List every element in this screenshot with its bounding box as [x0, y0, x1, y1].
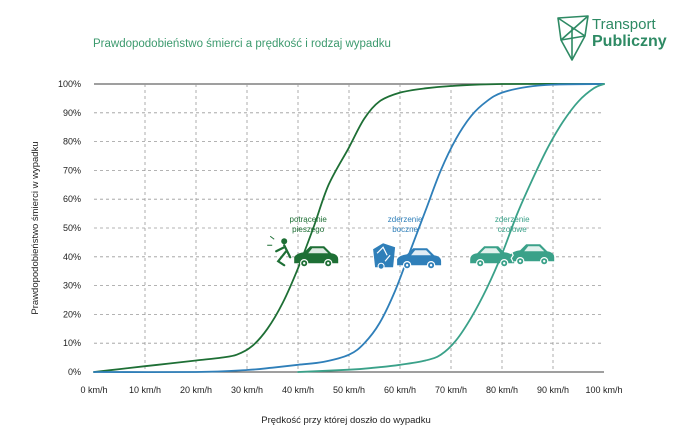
y-axis-label: Prawdopodobieństwo śmierci w wypadku [30, 141, 41, 314]
y-tick-label: 50% [63, 223, 81, 233]
series-layer [93, 82, 605, 374]
y-tick-label: 0% [68, 367, 81, 377]
logo-text-transport: Transport [592, 16, 656, 33]
series-line-zderzenie-czołowe [297, 83, 605, 373]
x-tick-label: 40 km/h [282, 385, 314, 395]
car-hitting-pedestrian-icon [267, 235, 339, 268]
y-tick-label: 30% [63, 281, 81, 291]
x-tick-label: 60 km/h [384, 385, 416, 395]
annotation-label: zderzenie [388, 215, 423, 224]
side-collision-icon [373, 243, 442, 270]
chart-title: Prawdopodobieństwo śmierci a prędkość i … [93, 38, 391, 50]
transport-publiczny-logo: Transport Publiczny [555, 12, 670, 64]
annotation-label: pieszego [292, 225, 325, 234]
series-line-potrącenie-pieszego [93, 82, 605, 373]
x-tick-label: 70 km/h [435, 385, 467, 395]
head-on-collision-icon [470, 244, 555, 268]
x-tick-label: 20 km/h [180, 385, 212, 395]
logo-text-publiczny: Publiczny [592, 33, 667, 50]
x-tick-label: 0 km/h [80, 385, 107, 395]
x-tick-label: 10 km/h [129, 385, 161, 395]
annotation-label: boczne [392, 225, 418, 234]
polygon-network-icon [557, 15, 589, 61]
series-line-zderzenie-boczne [93, 83, 605, 374]
annotation-label: zderzenie [495, 215, 530, 224]
y-tick-label: 90% [63, 108, 81, 118]
x-tick-label: 90 km/h [537, 385, 569, 395]
x-tick-label: 100 km/h [585, 385, 622, 395]
annotation-label: czołowe [498, 225, 527, 234]
x-tick-label: 50 km/h [333, 385, 365, 395]
y-tick-label: 60% [63, 194, 81, 204]
axis-layer: 0% 10% 20% 30% 40% 50% 60% 70% 80% 90% 100% 0 km/h 1… [58, 79, 623, 395]
annotation-layer: potrąceniepieszegozderzeniebocznezderzen… [267, 215, 555, 270]
x-axis-label: Prędkość przy której doszło do wypadku [261, 415, 431, 426]
x-tick-label: 80 km/h [486, 385, 518, 395]
y-tick-label: 40% [63, 252, 81, 262]
y-tick-label: 70% [63, 165, 81, 175]
y-tick-label: 10% [63, 338, 81, 348]
y-tick-label: 20% [63, 309, 81, 319]
annotation-label: potrącenie [290, 215, 328, 224]
y-tick-label: 80% [63, 137, 81, 147]
y-tick-label: 100% [58, 79, 81, 89]
x-tick-label: 30 km/h [231, 385, 263, 395]
grid-layer [94, 83, 604, 373]
